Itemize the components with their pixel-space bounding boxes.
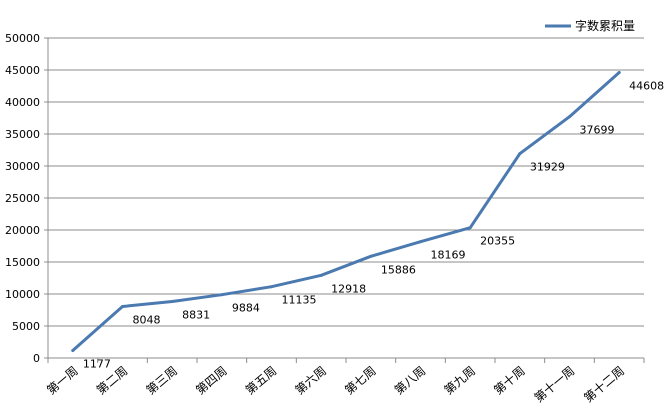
data-point <box>568 115 571 119</box>
y-tick-label: 50000 <box>5 32 40 45</box>
legend: 字数累积量 <box>545 18 635 33</box>
data-label: 1177 <box>83 357 111 370</box>
y-tick-label: 40000 <box>5 96 40 109</box>
y-tick-label: 5000 <box>12 320 40 333</box>
data-label: 18169 <box>431 249 466 262</box>
data-label: 8831 <box>182 308 210 321</box>
data-label: 31929 <box>530 161 565 174</box>
y-tick-label: 35000 <box>5 128 40 141</box>
data-label: 44608 <box>629 80 664 93</box>
x-tick-label: 第四周 <box>193 364 230 398</box>
data-point <box>518 152 522 156</box>
legend-label: 字数累积量 <box>575 18 635 33</box>
data-label: 20355 <box>480 235 515 248</box>
data-labels: 1177 8048 8831 9884 11135 12918 15886 18169 2035… <box>83 80 664 371</box>
x-tick-label: 第八周 <box>392 364 429 398</box>
data-point <box>419 240 422 244</box>
gridlines <box>48 37 644 327</box>
data-point <box>319 273 323 277</box>
series-line <box>71 71 621 352</box>
x-tick-label: 第一周 <box>44 364 81 398</box>
x-tick-label: 第七周 <box>342 364 379 398</box>
data-label: 8048 <box>133 313 161 326</box>
axes: 0 5000 10000 15000 20000 25000 30000 35000 40000… <box>5 32 645 406</box>
y-tick-label: 30000 <box>5 160 40 173</box>
data-point <box>220 293 224 297</box>
data-point <box>617 71 621 75</box>
y-tick-label: 10000 <box>5 288 40 301</box>
series-line-path <box>71 71 621 352</box>
data-point <box>468 226 472 230</box>
data-label: 15886 <box>381 263 416 276</box>
data-point <box>170 299 174 303</box>
data-point <box>71 348 75 352</box>
x-tick-label: 第九周 <box>442 364 479 398</box>
data-point <box>270 285 273 289</box>
data-point <box>369 254 373 258</box>
x-tick-label: 第三周 <box>144 364 181 398</box>
x-tick-label: 第六周 <box>293 364 330 398</box>
y-tick-label: 20000 <box>5 224 40 237</box>
y-tick-label: 45000 <box>5 64 40 77</box>
x-tick-label: 第十周 <box>491 364 528 398</box>
y-tick-label: 25000 <box>5 192 40 205</box>
data-label: 11135 <box>282 294 317 307</box>
data-label: 9884 <box>232 302 260 315</box>
data-label: 37699 <box>580 124 615 137</box>
data-label: 12918 <box>331 282 366 295</box>
y-tick-label: 15000 <box>5 256 40 269</box>
data-point <box>121 304 124 308</box>
y-tick-label: 0 <box>33 352 40 365</box>
x-tick-label: 第五周 <box>243 364 280 398</box>
x-tick-label: 第十一周 <box>532 364 578 406</box>
x-tick-label: 第十二周 <box>581 364 627 406</box>
